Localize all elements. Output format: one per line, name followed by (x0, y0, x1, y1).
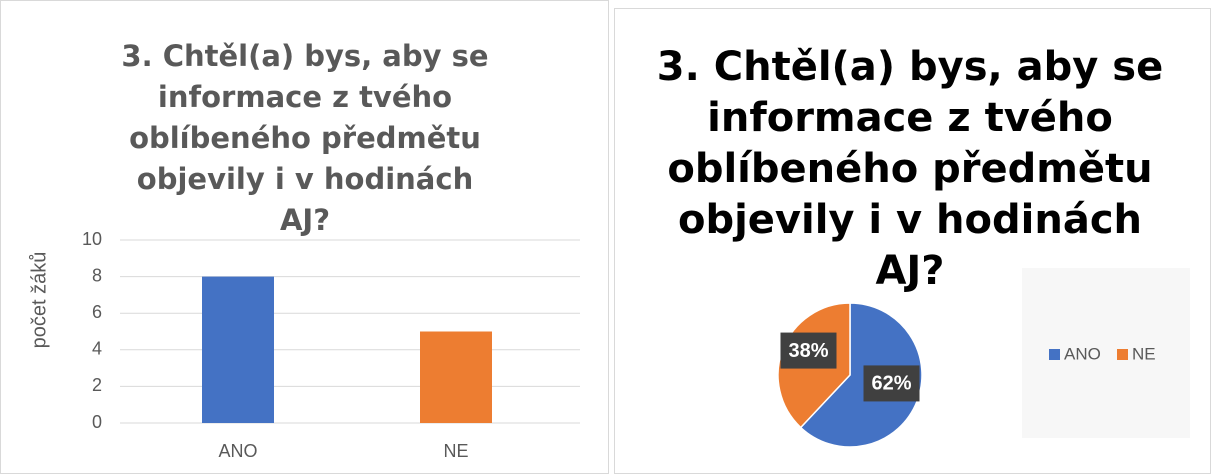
pie-slice (799, 302, 923, 448)
chart-title: 3. Chtěl(a) bys, aby se informace z tvéh… (656, 44, 1164, 294)
legend-swatch (1049, 349, 1060, 360)
bar (420, 331, 492, 423)
data-label-box (863, 365, 920, 402)
data-label: 38% (788, 340, 828, 362)
y-tick-label: 4 (92, 339, 102, 359)
legend-swatch (1117, 349, 1128, 360)
chart-title: 3. Chtěl(a) bys, aby se informace z tvéh… (121, 39, 489, 237)
bar (202, 276, 274, 423)
legend-label: ANO (1064, 344, 1101, 363)
y-tick-label: 0 (92, 412, 102, 432)
legend-label: NE (1132, 344, 1156, 363)
bar-panel (0, 0, 609, 474)
y-tick-label: 10 (82, 229, 102, 249)
y-axis-label: počet žáků (28, 252, 50, 349)
data-label-box (780, 332, 837, 369)
x-tick-label: NE (443, 441, 468, 461)
y-tick-label: 6 (92, 302, 102, 322)
y-tick-label: 2 (92, 375, 102, 395)
data-label: 62% (871, 373, 911, 395)
y-tick-label: 8 (92, 265, 102, 285)
x-tick-label: ANO (218, 441, 257, 461)
